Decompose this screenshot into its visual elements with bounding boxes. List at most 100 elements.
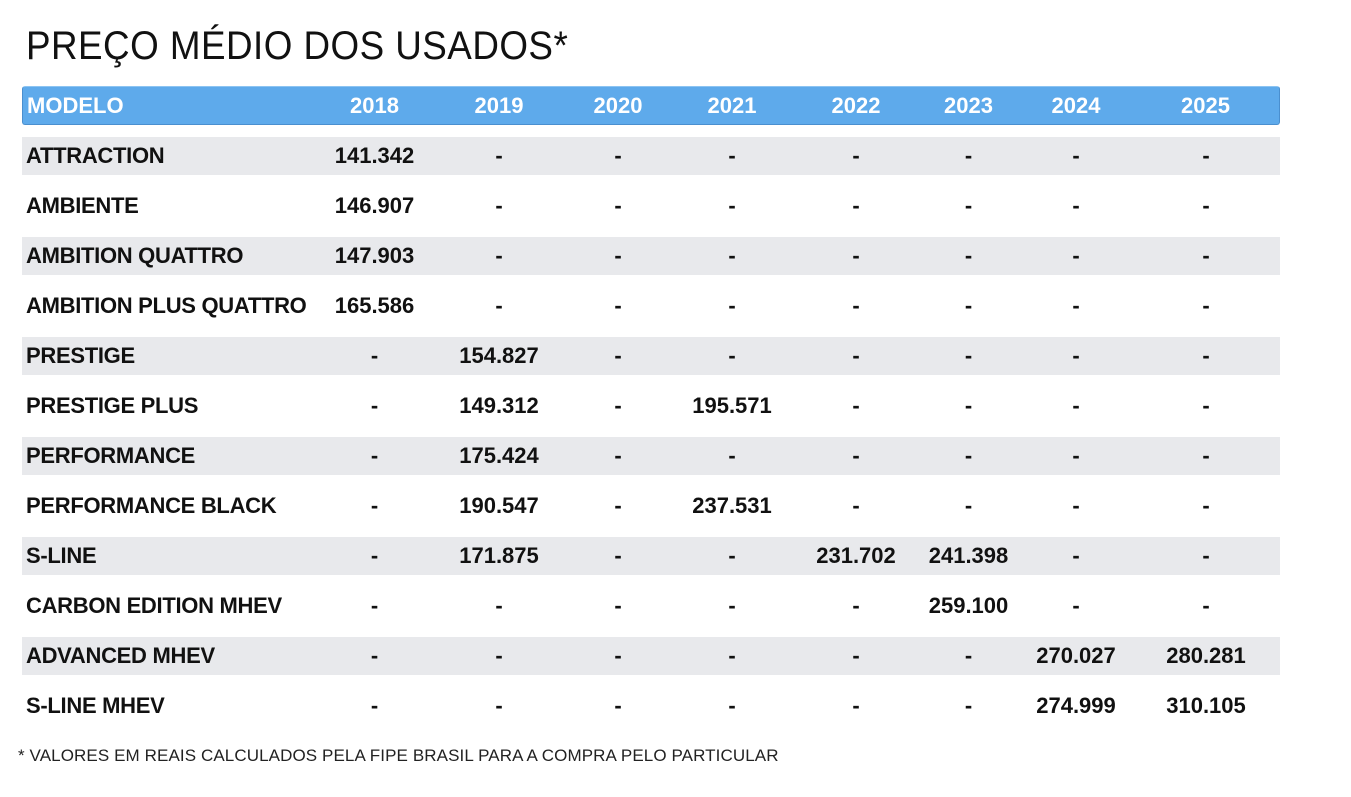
price-cell: 237.531 [692,493,772,518]
column-header-year: 2020 [567,86,669,125]
price-cell: 154.827 [431,337,567,375]
price-cell: - [795,337,917,375]
price-cell: 141.342 [318,137,431,175]
price-cell: - [1132,437,1280,475]
page-title: PREÇO MÉDIO DOS USADOS* [26,24,569,68]
price-cell: - [669,237,795,275]
table-row: AMBITION PLUS QUATTRO 165.586 - - - - - - - [22,287,1280,325]
model-name-cell: PERFORMANCE [22,437,318,475]
price-cell: - [567,137,669,175]
column-header-year: 2023 [917,86,1020,125]
price-cell: - [431,137,567,175]
model-name-cell: PRESTIGE [22,337,318,375]
price-cell: - [669,337,795,375]
price-cell: - [318,437,431,475]
price-cell: - [852,393,860,418]
price-cell: - [669,537,795,575]
price-cell: - [964,293,973,318]
price-cell: - [669,437,795,475]
price-cell: 165.586 [334,293,415,318]
price-cell: - [567,537,669,575]
price-cell: - [567,337,669,375]
model-name-cell: ATTRACTION [22,137,318,175]
price-cell: - [1202,293,1210,318]
column-header-model: MODELO [22,86,318,125]
price-cell: - [431,637,567,675]
column-header-year: 2021 [669,86,795,125]
model-name-cell: AMBITION QUATTRO [22,237,318,275]
price-cell: 231.702 [795,537,917,575]
price-cell: - [1020,337,1132,375]
price-cell: - [917,137,1020,175]
price-cell: - [1020,137,1132,175]
price-cell: - [728,293,736,318]
model-name-cell: S-LINE [22,537,318,575]
price-cell: - [917,437,1020,475]
price-cell: - [669,637,795,675]
price-cell: - [795,437,917,475]
table-row: CARBON EDITION MHEV - - - - - 259.100 - - [22,587,1280,625]
table-row: AMBIENTE 146.907 - - - - - - - [22,187,1280,225]
price-cell: - [852,293,860,318]
price-cell: - [964,693,973,718]
price-cell: 195.571 [692,393,772,418]
price-cell: 147.903 [318,237,431,275]
price-cell: 175.424 [431,437,567,475]
price-cell: - [917,337,1020,375]
price-cell: - [318,337,431,375]
price-table: MODELO 2018 2019 2020 2021 2022 2023 202… [22,86,1280,725]
table-row: S-LINE MHEV - - - - - - 274.999 310.105 [22,687,1280,725]
price-cell: - [370,693,379,718]
price-cell: - [852,693,860,718]
price-cell: - [1020,437,1132,475]
price-cell: - [614,693,622,718]
price-cell: - [1202,393,1210,418]
price-cell: - [495,593,503,618]
model-name-cell: CARBON EDITION MHEV [26,593,282,618]
price-cell: - [852,493,860,518]
table-header-row: MODELO 2018 2019 2020 2021 2022 2023 202… [22,86,1280,125]
price-cell: - [795,637,917,675]
price-cell: - [1202,493,1210,518]
price-cell: - [852,593,860,618]
price-cell: - [1072,493,1080,518]
price-cell: - [1020,237,1132,275]
price-cell: 241.398 [917,537,1020,575]
price-cell: - [495,693,503,718]
price-cell: - [1072,293,1080,318]
model-name-cell: S-LINE MHEV [26,693,165,718]
price-cell: - [1072,393,1080,418]
price-cell: - [1072,193,1080,218]
price-cell: - [614,193,622,218]
price-cell: - [1132,137,1280,175]
price-cell: - [795,237,917,275]
price-cell: 270.027 [1020,637,1132,675]
price-cell: - [614,293,622,318]
price-cell: - [1202,593,1210,618]
price-cell: - [370,593,379,618]
price-cell: - [964,193,973,218]
table-row: PERFORMANCE BLACK - 190.547 - 237.531 - - - - [22,487,1280,525]
price-cell: - [614,493,622,518]
price-cell: - [728,693,736,718]
price-cell: - [1020,537,1132,575]
column-header-year: 2018 [318,86,431,125]
model-name-cell: AMBIENTE [26,193,139,218]
table-row: PRESTIGE PLUS - 149.312 - 195.571 - - - - [22,387,1280,425]
price-cell: 149.312 [459,393,539,418]
price-cell: - [795,137,917,175]
price-cell: - [614,393,622,418]
table-body: ATTRACTION 141.342- - - - - - - AMBIENTE 146.907-… [22,125,1280,725]
price-cell: - [495,193,503,218]
price-cell: - [370,493,379,518]
price-cell: 171.875 [431,537,567,575]
model-name-cell: AMBITION PLUS QUATTRO [26,293,307,318]
price-cell: - [318,637,431,675]
price-cell: 310.105 [1166,693,1246,718]
price-cell: - [1072,593,1080,618]
price-cell: - [567,637,669,675]
price-cell: - [1132,537,1280,575]
price-cell: 280.281 [1132,637,1280,675]
column-header-year: 2019 [431,86,567,125]
column-header-year: 2024 [1020,86,1132,125]
